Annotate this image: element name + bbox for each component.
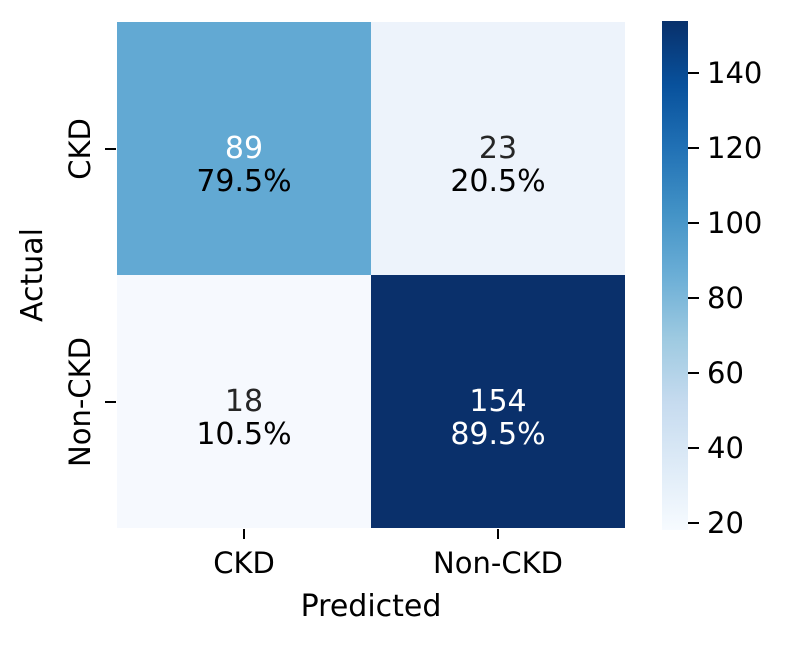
colorbar-tick-mark	[688, 446, 699, 449]
y-tick-mark	[105, 148, 116, 150]
colorbar-tick-mark	[688, 147, 699, 150]
x-tick-label-nonckd: Non-CKD	[433, 546, 563, 580]
cell-actual-nonckd-pred-ckd: 18 10.5%	[117, 275, 371, 528]
colorbar-tick-label: 80	[707, 280, 744, 315]
cell-count: 18	[224, 383, 264, 419]
cell-percent: 20.5%	[450, 163, 546, 199]
colorbar-tick-label: 140	[707, 56, 763, 91]
cell-actual-ckd-pred-ckd: 89 79.5%	[117, 22, 371, 275]
colorbar-tick-mark	[688, 296, 699, 299]
x-tick-mark	[497, 529, 499, 539]
colorbar-tick-mark	[688, 371, 699, 374]
y-tick-mark	[105, 401, 116, 403]
colorbar-tick-label: 120	[707, 131, 763, 166]
cell-percent: 89.5%	[450, 416, 546, 452]
cell-actual-nonckd-pred-nonckd: 154 89.5%	[371, 275, 625, 528]
colorbar-tick-mark	[688, 222, 699, 225]
colorbar-tick-mark	[688, 72, 699, 75]
colorbar-tick-label: 60	[707, 355, 744, 390]
x-tick-mark	[243, 529, 245, 539]
colorbar-tick-mark	[688, 521, 699, 524]
cell-count: 154	[469, 383, 527, 419]
colorbar-tick-label: 20	[707, 505, 744, 540]
colorbar-gradient	[662, 21, 688, 530]
x-axis-label: Predicted	[300, 589, 442, 624]
cell-percent: 79.5%	[196, 163, 292, 199]
colorbar: 20 40 60 80 100 120 140	[662, 21, 762, 540]
cell-actual-ckd-pred-nonckd: 23 20.5%	[371, 22, 625, 275]
colorbar-tick-label: 40	[707, 430, 744, 465]
colorbar-tick-label: 100	[707, 206, 763, 241]
cell-percent: 10.5%	[196, 416, 292, 452]
cell-count: 23	[478, 130, 518, 166]
x-tick-label-ckd: CKD	[213, 546, 275, 580]
heatmap: 89 79.5% 23 20.5% 18 10.5% 154 89.5%	[117, 22, 625, 528]
cell-count: 89	[224, 130, 264, 166]
